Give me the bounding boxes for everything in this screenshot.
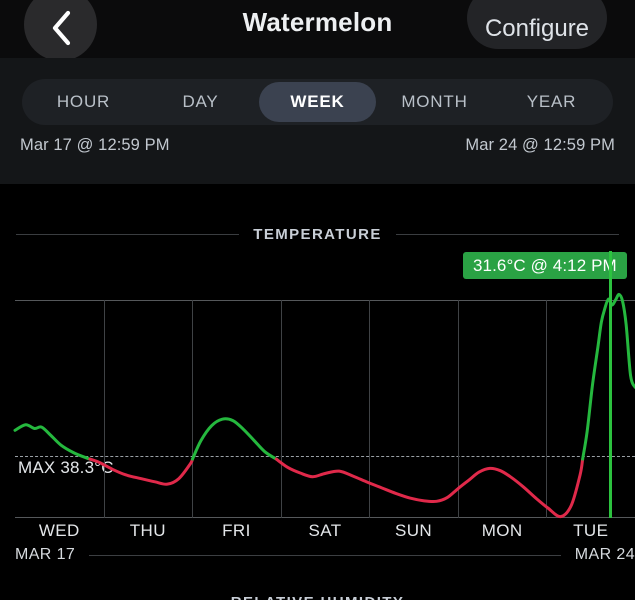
day-label-mon: MON (481, 521, 523, 540)
configure-button[interactable]: Configure (467, 0, 607, 49)
temperature-plot-area[interactable] (13, 251, 635, 519)
gridline-2 (192, 300, 193, 518)
range-end-datetime: Mar 24 @ 12:59 PM (465, 136, 615, 154)
segment-below-avg-3 (274, 457, 585, 519)
range-option-month[interactable]: MONTH (401, 92, 468, 111)
gridline-4 (369, 300, 370, 518)
segment-above-avg-0 (13, 423, 92, 461)
gridline-3 (281, 300, 282, 518)
segment-below-avg-1 (88, 457, 194, 486)
range-option-hour[interactable]: HOUR (56, 92, 111, 111)
min-baseline (15, 517, 635, 518)
gridline-5 (458, 300, 459, 518)
gridline-1 (104, 300, 105, 518)
range-option-week[interactable]: WEEK (259, 82, 376, 122)
temperature-series-path (13, 292, 635, 519)
day-label-sun: SUN (395, 521, 433, 540)
cursor-value-tooltip: 31.6°C @ 4:12 PM (463, 252, 627, 279)
date-range-footer: MAR 17 MAR 24 (15, 545, 635, 565)
x-axis-day-labels: WED THU FRI SAT SUN MON TUE (15, 521, 635, 543)
section-divider-left (16, 233, 240, 235)
temperature-section-header: TEMPERATURE (0, 225, 635, 243)
avg-reference-line (15, 456, 635, 457)
gridline-6 (546, 300, 547, 518)
temperature-section-title: TEMPERATURE (253, 225, 382, 243)
max-reference-line (15, 300, 635, 301)
footer-start-date: MAR 17 (15, 546, 76, 563)
day-label-wed: WED (38, 521, 80, 540)
day-label-fri: FRI (222, 521, 251, 540)
section-divider-right (395, 233, 619, 235)
footer-divider (89, 554, 561, 556)
day-label-thu: THU (129, 521, 166, 540)
range-option-day[interactable]: DAY (182, 92, 219, 111)
chevron-left-icon (48, 2, 74, 48)
max-value-label: MAX 38.3°C (18, 458, 114, 477)
day-label-sat: SAT (308, 521, 342, 540)
range-start-datetime: Mar 17 @ 12:59 PM (20, 136, 170, 154)
page-title: Watermelon (242, 7, 393, 37)
humidity-section-header: RELATIVE HUMIDITY (0, 594, 635, 600)
range-selector-panel: HOUR DAY WEEK MONTH YEAR Mar 17 @ 12:59 … (0, 58, 635, 184)
day-label-tue: TUE (573, 521, 609, 540)
back-button[interactable] (24, 0, 97, 61)
temperature-chart-section: TEMPERATURE MAX 38.3°C AVG 4.0°C MIN -8.… (0, 184, 635, 600)
cursor-line[interactable] (608, 251, 612, 518)
footer-end-date: MAR 24 (574, 546, 635, 563)
navigation-bar: Watermelon Configure (0, 0, 635, 61)
time-range-segmented-control[interactable]: HOUR DAY WEEK MONTH YEAR (22, 79, 613, 125)
humidity-section-title: RELATIVE HUMIDITY (217, 594, 419, 600)
range-option-year[interactable]: YEAR (526, 92, 577, 111)
segment-above-avg-2 (191, 417, 279, 462)
